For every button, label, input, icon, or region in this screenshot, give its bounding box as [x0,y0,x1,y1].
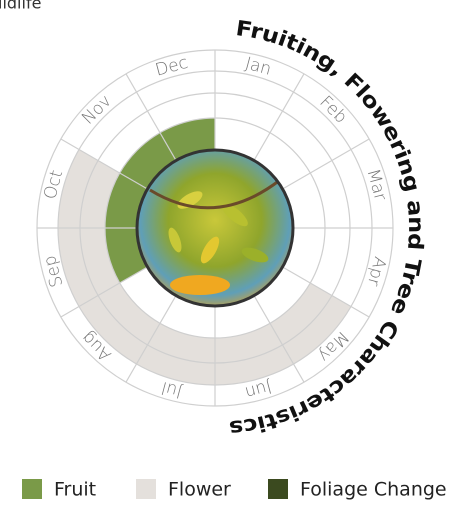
legend-label: Foliage Change [300,479,447,501]
month-label: Nov [78,91,116,129]
month-label: Jan [243,54,274,80]
header-fragment: ildlife [0,0,41,13]
legend-swatch [22,479,42,499]
legend-label: Flower [168,479,231,501]
month-label: Feb [315,92,350,127]
month-label: Apr [363,254,390,288]
segment [215,71,294,133]
chart: ildlife JanFebMarAprMayJunJulAugSepOctNo… [0,0,473,506]
spoke [283,139,370,189]
legend-swatch [136,479,156,499]
month-label: Dec [153,53,190,81]
month-label: Mar [362,167,390,203]
segment [310,150,372,229]
legend-swatch [268,479,288,499]
spoke [254,74,304,161]
legend-label: Fruit [54,479,96,501]
